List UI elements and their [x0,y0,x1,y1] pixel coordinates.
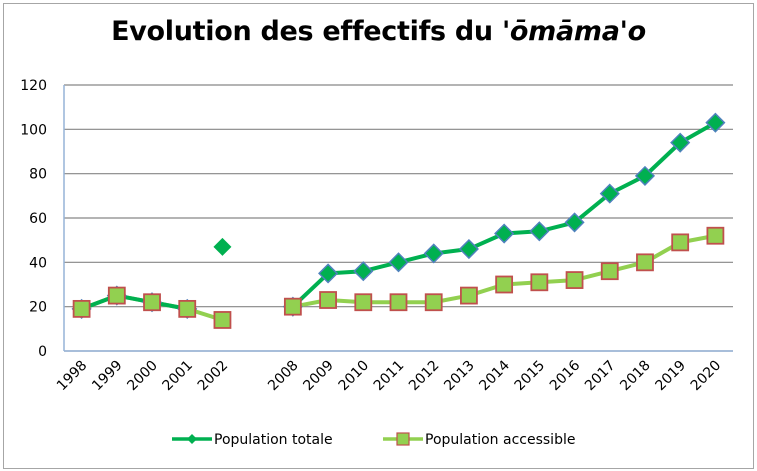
data-point-population-accessible [143,293,161,312]
data-point-population-accessible [460,286,478,305]
legend-label: Population totale [214,432,333,448]
data-point-population-accessible [107,286,126,305]
data-point-population-totale [670,132,691,153]
data-point-population-accessible [495,275,514,294]
x-tick-label: 2000 [124,358,161,395]
data-point-population-totale [705,112,726,133]
x-tick-label: 2008 [265,358,302,395]
data-point-population-accessible [354,293,373,312]
data-point-population-accessible [530,273,549,292]
data-point-population-totale [529,221,550,242]
data-point-population-accessible [178,299,197,318]
x-tick-label: 2010 [336,358,373,395]
data-point-population-accessible [636,253,654,272]
y-tick-label: 20 [29,300,47,316]
data-point-population-accessible [600,262,619,281]
x-tick-label: 2009 [300,358,337,395]
y-tick-label: 0 [38,344,47,360]
x-tick-label: 2013 [441,358,478,395]
data-point-population-totale [599,183,620,204]
x-tick-label: 2016 [547,357,584,394]
data-point-population-totale [423,243,444,264]
data-point-population-accessible [389,293,408,312]
y-tick-label: 120 [20,78,47,94]
data-point-population-totale [458,238,479,260]
x-tick-label: 2019 [652,358,689,395]
data-point-population-accessible [424,293,443,312]
x-tick-label: 2011 [371,358,408,395]
data-point-population-totale [634,165,656,186]
data-point-population-totale [353,261,374,282]
y-axis-ticks: 0 20 40 60 80 100 120 [20,78,47,360]
x-tick-label: 2017 [582,358,619,395]
legend-square-icon [396,432,410,446]
x-tick-label: 2012 [406,358,443,395]
x-tick-label: 2018 [617,358,654,395]
y-tick-label: 80 [29,167,47,183]
data-point-population-totale [213,237,232,256]
chart-title-text: Evolution des effectifs du [111,16,493,47]
y-tick-label: 60 [29,211,47,227]
chart-title: Evolution des effectifs du 'ōmāma'o [0,16,757,47]
data-point-population-accessible [319,291,337,309]
legend: Population totale Population accessible [172,432,575,448]
legend-item-population-accessible: Population accessible [383,432,575,448]
data-point-population-totale [388,252,409,273]
data-point-population-accessible [565,271,584,289]
data-point-population-accessible [72,299,91,318]
legend-item-population-totale: Population totale [172,432,333,448]
x-tick-label: 1998 [54,358,91,395]
series-line-population-totale [80,293,188,311]
x-tick-label: 2002 [195,358,232,395]
data-point-population-totale [564,212,585,233]
legend-label: Population accessible [425,432,575,448]
data-point-population-totale [494,223,515,244]
series-markers [71,112,726,329]
legend-diamond-icon [187,434,197,444]
chart-title-species: 'ōmāma'o [501,16,646,47]
data-point-population-accessible [213,311,232,329]
data-point-population-totale [318,263,339,284]
x-tick-label: 2014 [476,357,513,394]
data-point-population-accessible [671,233,690,252]
x-tick-label: 2020 [688,358,725,395]
x-tick-label: 2001 [160,358,197,395]
chart-frame [3,3,754,469]
y-tick-label: 40 [29,255,47,271]
x-tick-label: 2015 [512,358,549,395]
data-point-population-accessible [283,297,302,316]
x-tick-label: 1999 [89,358,126,395]
y-tick-label: 100 [20,122,47,138]
data-point-population-accessible [706,226,725,245]
series-lines [80,120,717,322]
